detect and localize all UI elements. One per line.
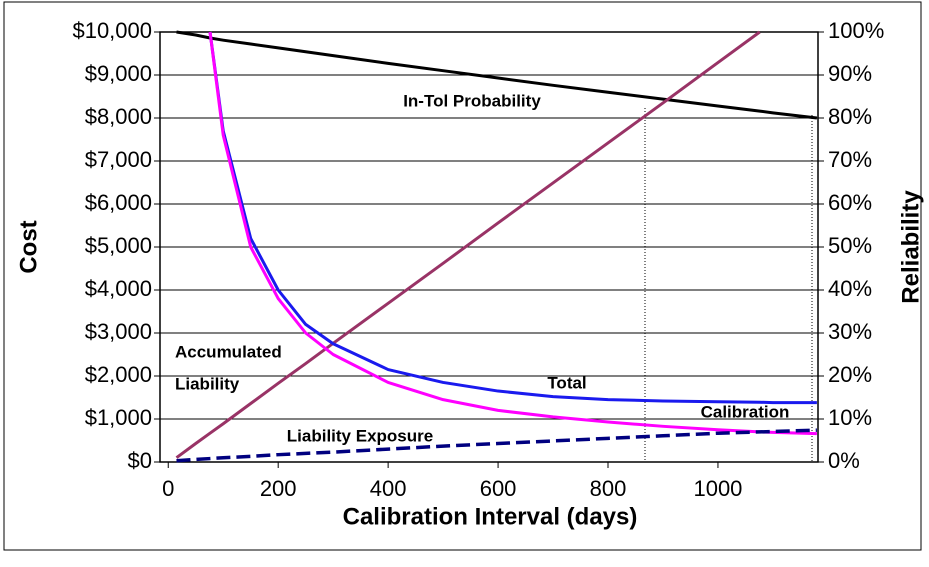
y-axis-title: Cost [15,220,42,273]
x-tick-label: 400 [370,476,407,501]
x-tick-label: 800 [590,476,627,501]
annotation: Accumulated [175,342,282,361]
series-label: Liability Exposure [287,426,433,445]
y2-tick-label: 70% [828,147,872,172]
y-tick-label: $7,000 [85,147,152,172]
y-tick-label: $3,000 [85,319,152,344]
y-tick-label: $4,000 [85,276,152,301]
y2-tick-label: 90% [828,61,872,86]
y-tick-label: $9,000 [85,61,152,86]
y2-tick-label: 100% [828,18,884,43]
y2-tick-label: 0% [828,448,860,473]
y-tick-label: $8,000 [85,104,152,129]
y2-tick-label: 10% [828,405,872,430]
y2-tick-label: 30% [828,319,872,344]
series-label: Total [547,373,586,392]
y-tick-label: $5,000 [85,233,152,258]
series-label: In-Tol Probability [403,91,541,110]
y-tick-label: $2,000 [85,362,152,387]
y-tick-label: $6,000 [85,190,152,215]
y2-axis-title: Reliability [897,190,924,304]
y-tick-label: $1,000 [85,405,152,430]
x-tick-label: 600 [480,476,517,501]
x-tick-label: 200 [260,476,297,501]
series-line [176,428,817,463]
y2-tick-label: 40% [828,276,872,301]
series-label: Calibration [701,402,790,421]
chart-frame [3,1,922,551]
series-line [175,30,761,459]
y2-tick-label: 20% [828,362,872,387]
x-axis-title: Calibration Interval (days) [343,503,638,530]
y-tick-label: $10,000 [72,18,152,43]
x-tick-label: 1000 [693,476,742,501]
lines [175,30,818,463]
y2-tick-label: 60% [828,190,872,215]
y2-tick-label: 80% [828,104,872,129]
x-tick-label: 0 [162,476,174,501]
series-line [208,31,817,405]
annotation: Liability [175,374,240,393]
series-line [176,30,818,120]
y2-tick-label: 50% [828,233,872,258]
y-tick-label: $0 [128,448,152,473]
